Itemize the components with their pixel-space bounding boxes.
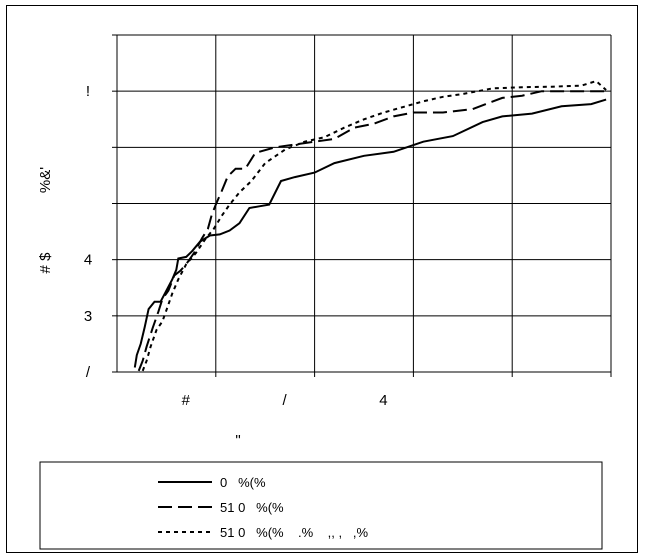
axes xyxy=(112,34,612,377)
legend-label-2: 51 0 %(% xyxy=(220,500,284,515)
x-tick-label: 4 xyxy=(379,392,387,409)
chart-frame xyxy=(6,5,638,553)
x-tick-label: / xyxy=(283,392,288,409)
series-line-3 xyxy=(141,79,607,372)
legend-entries: 0 %(% 51 0 %(% 51 0 %(% .% ,, , ,% xyxy=(158,475,369,540)
y-axis-secondary-title: %&' xyxy=(37,167,54,193)
y-tick-label: 3 xyxy=(84,308,92,325)
x-axis-title: " xyxy=(235,432,240,449)
y-tick-label: / xyxy=(86,364,91,381)
y-tick-label: 4 xyxy=(84,252,92,269)
tick-labels: / 3 4! # / 4 xyxy=(84,83,388,409)
series-lines xyxy=(133,79,607,372)
series-line-2 xyxy=(137,90,607,372)
grid-lines xyxy=(117,34,612,372)
legend-label-3: 51 0 %(% .% ,, , ,% xyxy=(220,525,369,540)
x-tick-label: # xyxy=(182,392,191,409)
legend-label-1: 0 %(% xyxy=(220,475,266,490)
y-tick-label: ! xyxy=(86,83,90,100)
legend: 0 %(% 51 0 %(% 51 0 %(% .% ,, , ,% xyxy=(39,461,603,550)
series-line-1 xyxy=(133,98,607,368)
legend-box xyxy=(39,461,603,550)
y-axis-title: # $ xyxy=(37,252,54,274)
